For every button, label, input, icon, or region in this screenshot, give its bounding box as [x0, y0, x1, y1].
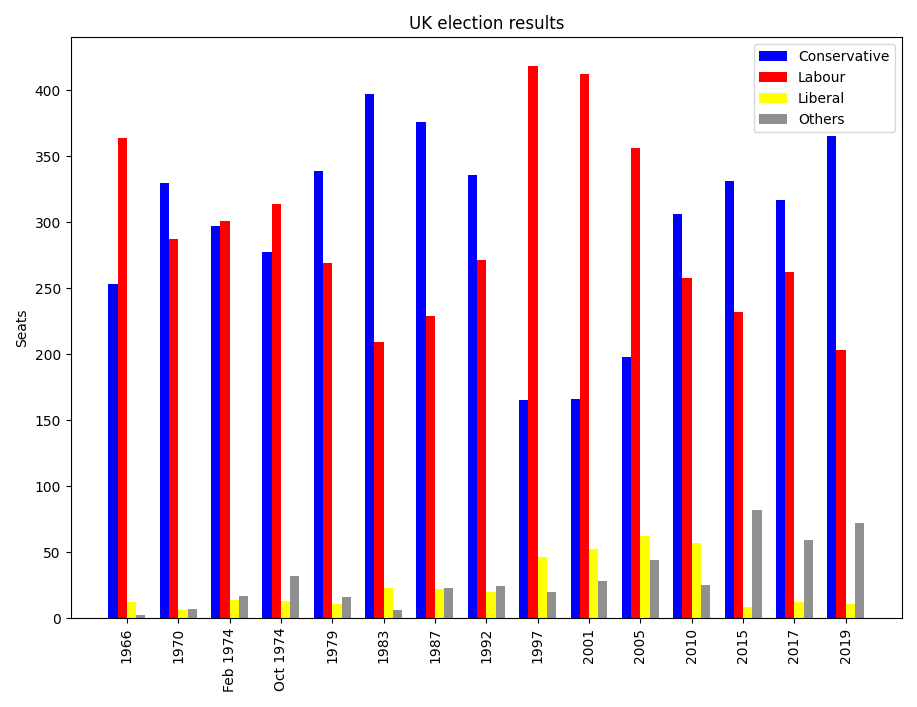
Bar	[281, 601, 290, 618]
Bar	[160, 182, 169, 618]
Bar	[477, 260, 486, 618]
Bar	[374, 342, 383, 618]
Bar	[271, 204, 281, 618]
Bar	[136, 615, 146, 618]
Bar	[229, 600, 238, 618]
Bar	[836, 350, 845, 618]
Bar	[580, 74, 589, 618]
Bar	[589, 549, 598, 618]
Bar	[547, 592, 556, 618]
Title: UK election results: UK election results	[409, 15, 564, 33]
Legend: Conservative, Labour, Liberal, Others: Conservative, Labour, Liberal, Others	[754, 45, 895, 132]
Bar	[622, 357, 631, 618]
Bar	[495, 586, 505, 618]
Bar	[425, 316, 435, 618]
Bar	[743, 607, 752, 618]
Bar	[724, 181, 734, 618]
Bar	[211, 226, 220, 618]
Bar	[108, 284, 117, 618]
Bar	[468, 175, 477, 618]
Bar	[220, 221, 229, 618]
Bar	[803, 540, 812, 618]
Bar	[776, 199, 785, 618]
Bar	[341, 597, 351, 618]
Bar	[528, 66, 537, 618]
Bar	[169, 239, 178, 618]
Bar	[383, 588, 392, 618]
Bar	[785, 272, 794, 618]
Bar	[416, 122, 425, 618]
Bar	[187, 609, 197, 618]
Bar	[486, 592, 495, 618]
Bar	[238, 595, 249, 618]
Bar	[435, 589, 444, 618]
Bar	[649, 560, 658, 618]
Bar	[392, 610, 403, 618]
Bar	[127, 602, 136, 618]
Bar	[855, 523, 864, 618]
Bar	[598, 581, 607, 618]
Bar	[827, 136, 836, 618]
Bar	[314, 170, 323, 618]
Bar	[752, 510, 761, 618]
Bar	[178, 610, 187, 618]
Bar	[691, 543, 701, 618]
Bar	[682, 278, 691, 618]
Bar	[444, 588, 454, 618]
Bar	[640, 536, 649, 618]
Bar	[570, 399, 580, 618]
Bar	[323, 263, 332, 618]
Bar	[794, 602, 803, 618]
Bar	[290, 575, 300, 618]
Y-axis label: Seats: Seats	[15, 308, 29, 347]
Bar	[701, 585, 710, 618]
Bar	[537, 557, 547, 618]
Bar	[117, 138, 127, 618]
Bar	[845, 604, 855, 618]
Bar	[519, 400, 528, 618]
Bar	[365, 94, 374, 618]
Bar	[262, 252, 271, 618]
Bar	[734, 312, 743, 618]
Bar	[631, 148, 640, 618]
Bar	[673, 214, 682, 618]
Bar	[332, 604, 341, 618]
